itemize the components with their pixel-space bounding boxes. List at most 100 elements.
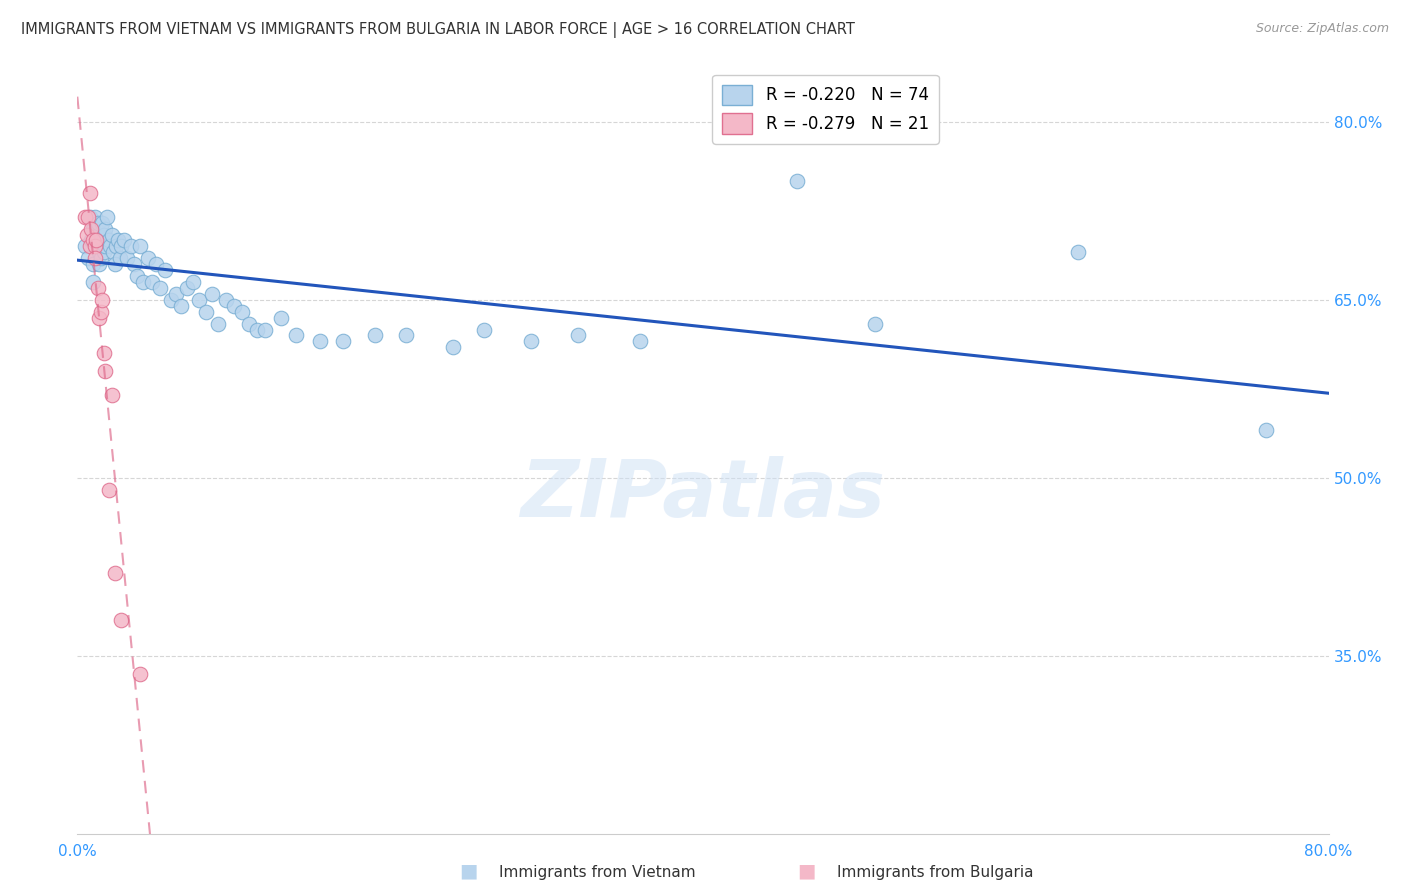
Point [136, 252, 159, 266]
Point [100, 227, 122, 242]
Point [79, 210, 101, 224]
Point [96, 210, 118, 224]
Point [132, 275, 155, 289]
Point [169, 299, 191, 313]
Point [89, 257, 111, 271]
Point [160, 293, 183, 307]
Legend: R = -0.220   N = 74, R = -0.279   N = 21: R = -0.220 N = 74, R = -0.279 N = 21 [713, 75, 939, 144]
Point [472, 322, 495, 336]
Point [117, 252, 139, 266]
Point [104, 566, 127, 580]
Point [308, 334, 330, 349]
Point [97, 483, 120, 497]
Point [129, 239, 152, 253]
Point [91, 293, 114, 307]
Point [125, 269, 148, 284]
Point [363, 328, 385, 343]
Point [630, 334, 652, 349]
Point [83, 239, 105, 253]
Point [141, 275, 163, 289]
Point [82, 221, 104, 235]
Text: ZIPatlas: ZIPatlas [520, 456, 886, 533]
Point [567, 328, 589, 343]
Point [77, 210, 100, 224]
Point [110, 239, 132, 253]
Point [93, 245, 115, 260]
Point [98, 239, 121, 253]
Point [122, 257, 145, 271]
Point [82, 234, 104, 248]
Point [194, 304, 217, 318]
Point [104, 257, 127, 271]
Text: ■: ■ [797, 862, 815, 880]
Point [84, 239, 107, 253]
Point [395, 328, 418, 343]
Text: IMMIGRANTS FROM VIETNAM VS IMMIGRANTS FROM BULGARIA IN LABOR FORCE | AGE > 16 CO: IMMIGRANTS FROM VIETNAM VS IMMIGRANTS FR… [21, 22, 855, 38]
Point [441, 340, 464, 354]
Point [107, 234, 129, 248]
Point [93, 227, 115, 242]
Point [120, 239, 142, 253]
Point [89, 245, 111, 260]
Point [201, 286, 224, 301]
Point [90, 304, 112, 318]
Point [91, 216, 114, 230]
Point [103, 245, 125, 260]
Point [94, 239, 117, 253]
Point [188, 293, 211, 307]
Point [94, 221, 117, 235]
Point [86, 216, 108, 230]
Point [520, 334, 543, 349]
Point [80, 234, 103, 248]
Point [207, 317, 229, 331]
Point [75, 239, 97, 253]
Point [75, 210, 97, 224]
Text: Source: ZipAtlas.com: Source: ZipAtlas.com [1256, 22, 1389, 36]
Point [129, 666, 152, 681]
Point [222, 299, 245, 313]
Point [91, 239, 114, 253]
Point [270, 310, 292, 325]
Point [145, 257, 167, 271]
Point [86, 227, 108, 242]
Point [84, 221, 107, 235]
Point [285, 328, 308, 343]
Point [94, 364, 117, 378]
Point [246, 322, 269, 336]
Point [181, 275, 204, 289]
Point [108, 252, 131, 266]
Point [215, 293, 238, 307]
Point [82, 275, 104, 289]
Point [83, 252, 105, 266]
Point [110, 613, 132, 627]
Point [105, 239, 128, 253]
Point [90, 234, 112, 248]
Point [786, 174, 808, 188]
Point [82, 257, 104, 271]
Point [93, 346, 115, 360]
Point [76, 227, 98, 242]
Text: ■: ■ [460, 862, 478, 880]
Point [84, 234, 107, 248]
Point [77, 252, 100, 266]
Point [176, 281, 198, 295]
Point [1254, 424, 1277, 438]
Point [1067, 245, 1090, 260]
Point [149, 281, 172, 295]
Point [90, 252, 112, 266]
Point [79, 186, 101, 200]
Point [79, 239, 101, 253]
Point [231, 304, 253, 318]
Text: Immigrants from Bulgaria: Immigrants from Bulgaria [837, 865, 1033, 880]
Point [112, 234, 135, 248]
Point [332, 334, 354, 349]
Point [97, 234, 120, 248]
Text: Immigrants from Vietnam: Immigrants from Vietnam [499, 865, 696, 880]
Point [863, 317, 886, 331]
Point [238, 317, 260, 331]
Point [100, 388, 122, 402]
Point [83, 210, 105, 224]
Point [153, 263, 176, 277]
Point [165, 286, 187, 301]
Point [80, 221, 103, 235]
